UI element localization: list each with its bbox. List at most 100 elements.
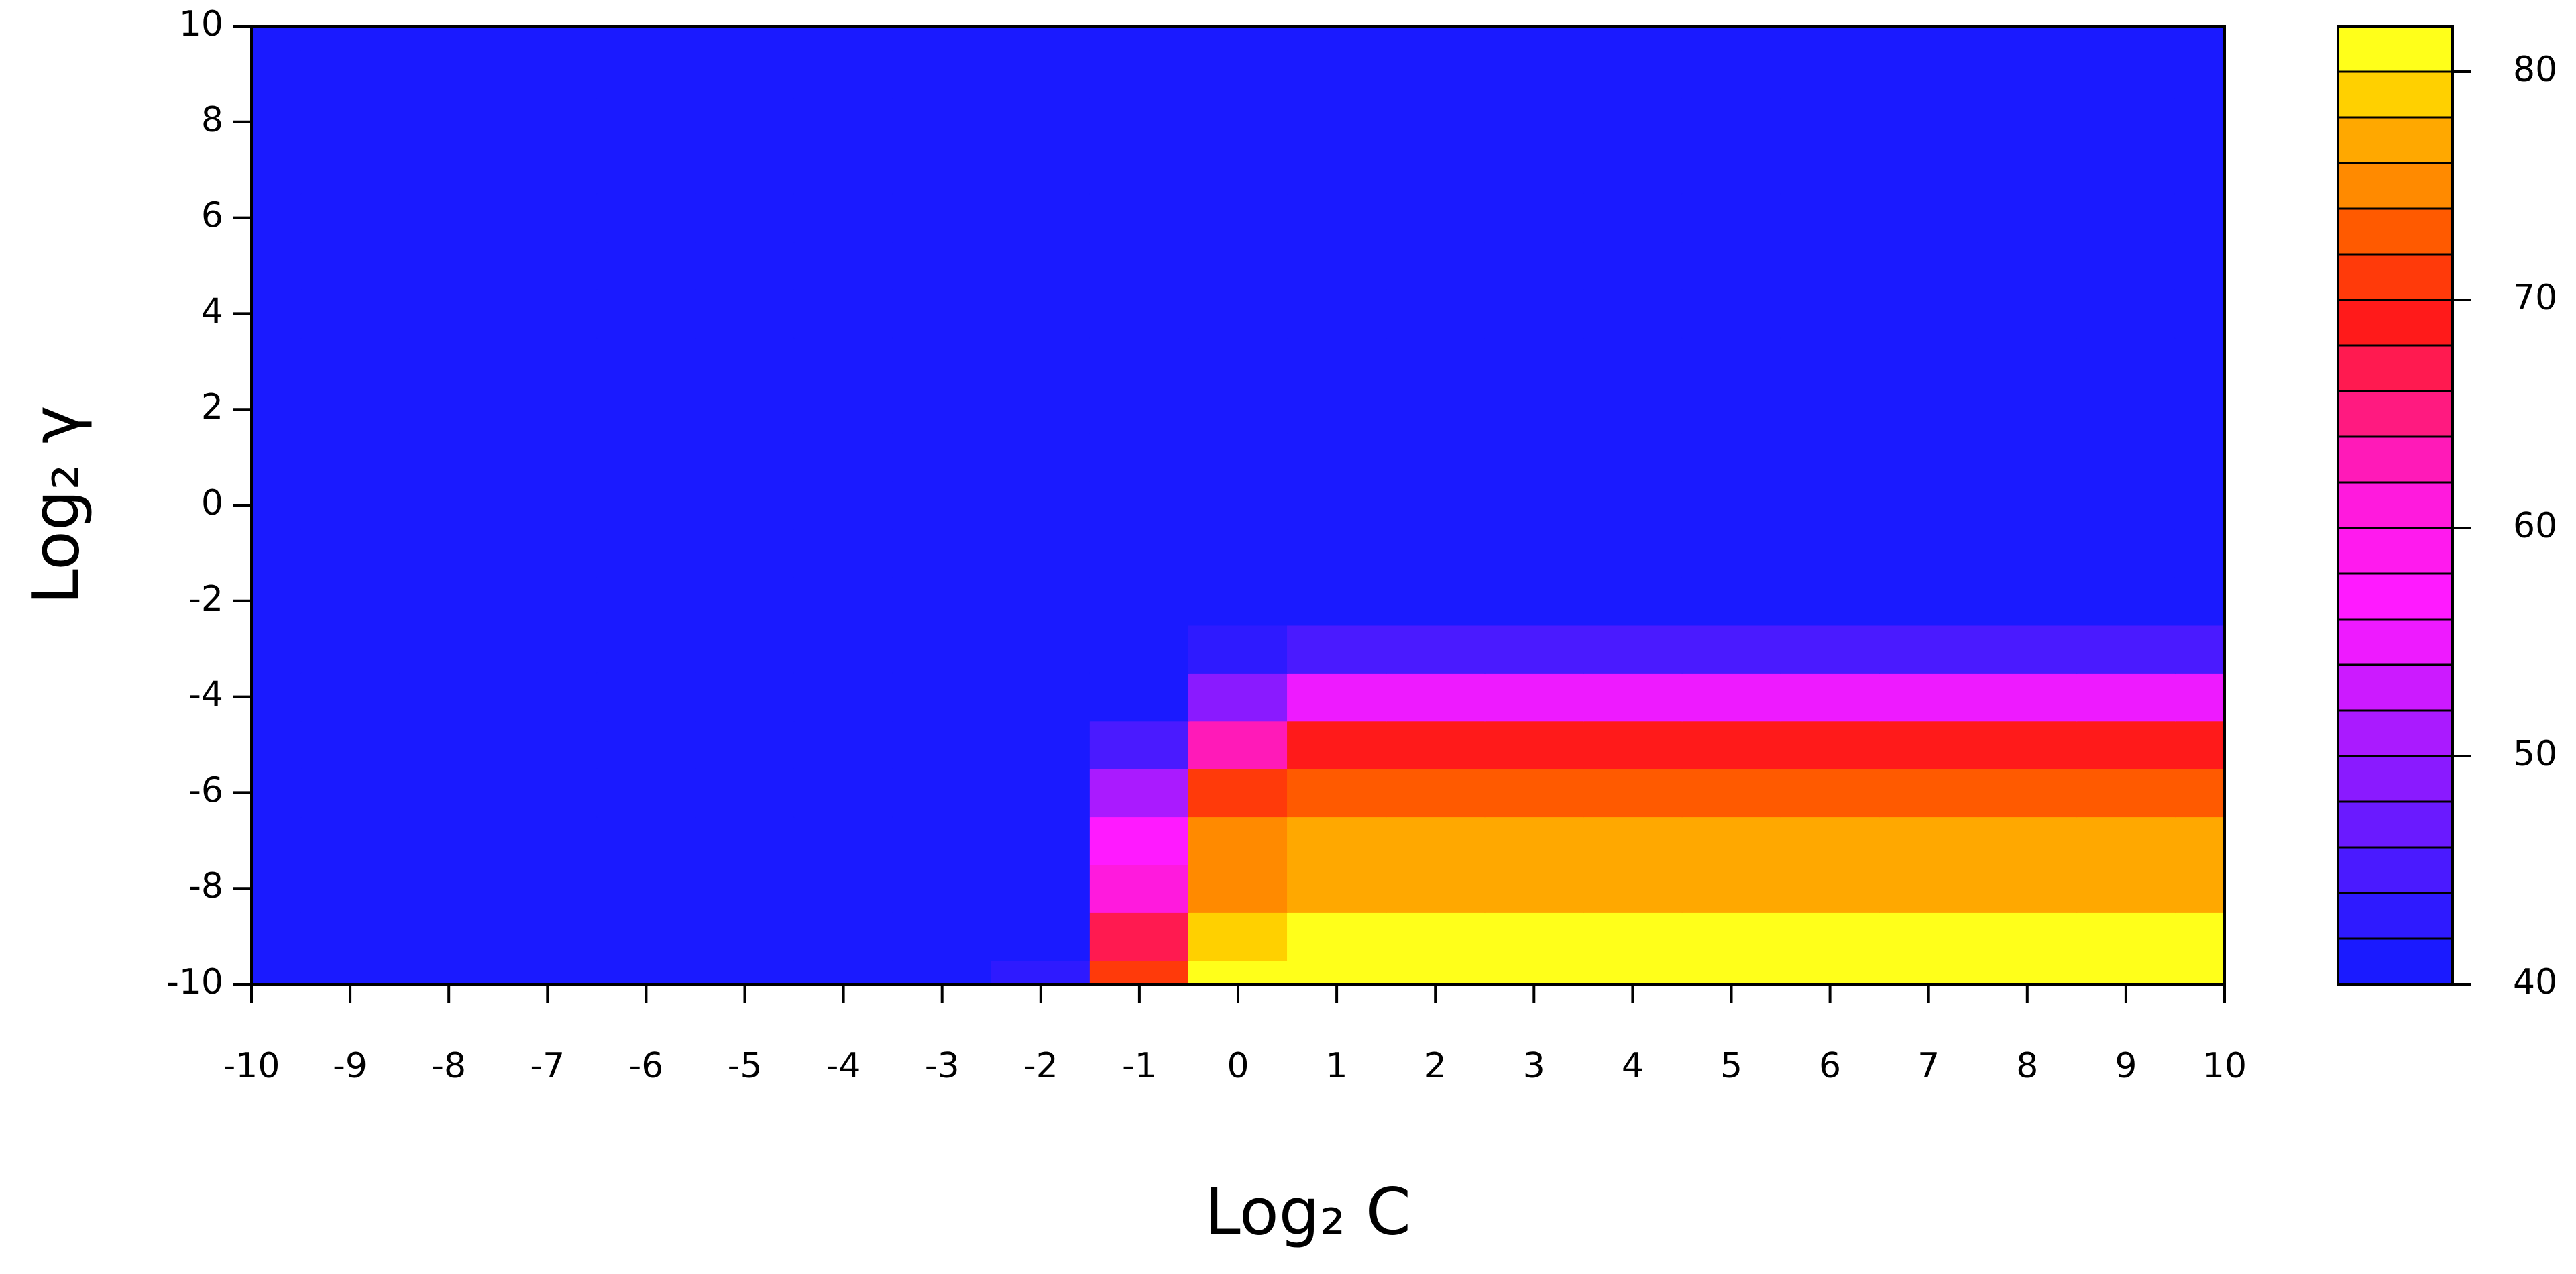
contour-cell <box>991 625 1091 674</box>
contour-cell <box>1386 433 1486 482</box>
colorbar-tick-label: 50 <box>2513 734 2557 774</box>
contour-cell <box>300 576 400 626</box>
contour-cell <box>793 146 894 195</box>
contour-cell <box>498 337 598 386</box>
contour-cell <box>695 433 795 482</box>
contour-cell <box>300 768 400 818</box>
contour-cell <box>1879 337 1979 386</box>
contour-cell <box>1188 672 1288 722</box>
contour-cell <box>2076 433 2176 482</box>
contour-cell <box>596 672 696 722</box>
contour-cell <box>498 433 598 482</box>
contour-cell <box>1386 912 1486 961</box>
contour-cell <box>1188 26 1288 51</box>
contour-cell <box>695 146 795 195</box>
x-tick-label: -8 <box>431 1046 466 1086</box>
contour-cell <box>1188 97 1288 147</box>
contour-cell <box>892 912 993 961</box>
contour-cell <box>2076 672 2176 722</box>
contour-cell <box>793 720 894 769</box>
contour-cell <box>695 959 795 984</box>
contour-cell <box>300 337 400 386</box>
y-tick-label: -10 <box>166 962 223 1002</box>
contour-cell <box>991 26 1091 51</box>
contour-cell <box>2174 864 2225 913</box>
contour-cell <box>2076 912 2176 961</box>
contour-cell <box>1188 289 1288 339</box>
colorbar-band <box>2337 162 2454 210</box>
contour-cell <box>1583 26 1683 51</box>
contour-cell <box>2174 433 2225 482</box>
contour-cell <box>892 433 993 482</box>
contour-cell <box>695 480 795 530</box>
contour-cell <box>1089 480 1190 530</box>
contour-cell <box>1484 720 1584 769</box>
contour-cell <box>2174 97 2225 147</box>
contour-cell <box>399 625 499 674</box>
contour-cell <box>1386 241 1486 290</box>
contour-cell <box>1583 672 1683 722</box>
contour-cell <box>1484 26 1584 51</box>
contour-cell <box>1287 241 1387 290</box>
colorbar-tick-label: 70 <box>2513 278 2557 318</box>
contour-cell <box>300 146 400 195</box>
contour-cell <box>498 864 598 913</box>
contour-cell <box>1780 529 1881 578</box>
contour-cell <box>1287 768 1387 818</box>
contour-cell <box>892 625 993 674</box>
contour-cell <box>2076 146 2176 195</box>
contour-cell <box>2076 385 2176 434</box>
contour-cell <box>1386 529 1486 578</box>
contour-cell <box>596 433 696 482</box>
contour-cell <box>596 146 696 195</box>
contour-cell <box>1780 433 1881 482</box>
contour-cell <box>1879 433 1979 482</box>
contour-cell <box>1287 50 1387 99</box>
contour-cell <box>1188 480 1288 530</box>
contour-cell <box>2174 385 2225 434</box>
contour-cell <box>1188 146 1288 195</box>
contour-cell <box>1484 816 1584 865</box>
contour-cell <box>1188 241 1288 290</box>
contour-cell <box>1484 672 1584 722</box>
contour-cell <box>1977 768 2078 818</box>
contour-cell <box>1780 576 1881 626</box>
contour-cell <box>1681 480 1782 530</box>
contour-cell <box>1386 193 1486 243</box>
colorbar-band <box>2337 253 2454 301</box>
contour-cell <box>793 625 894 674</box>
contour-cell <box>2076 26 2176 51</box>
contour-cell <box>1879 816 1979 865</box>
y-tick-label: 6 <box>201 196 223 236</box>
x-tick-label: 9 <box>2115 1046 2137 1086</box>
contour-cell <box>399 50 499 99</box>
colorbar-band <box>2337 709 2454 757</box>
contour-cell <box>1681 97 1782 147</box>
contour-cell <box>2076 529 2176 578</box>
contour-cell <box>1089 529 1190 578</box>
contour-cell <box>793 672 894 722</box>
contour-cell <box>1681 672 1782 722</box>
contour-cell <box>793 97 894 147</box>
contour-cell <box>300 959 400 984</box>
contour-cell <box>399 26 499 51</box>
contour-cell <box>1583 816 1683 865</box>
contour-cell <box>1287 337 1387 386</box>
contour-cell <box>2076 816 2176 865</box>
contour-cell <box>1287 864 1387 913</box>
contour-cell <box>695 26 795 51</box>
contour-cell <box>2076 193 2176 243</box>
contour-cell <box>1089 912 1190 961</box>
colorbar-frame <box>2337 25 2454 986</box>
contour-cell <box>498 50 598 99</box>
contour-cell <box>498 26 598 51</box>
colorbar-band <box>2337 70 2454 119</box>
contour-cell <box>1484 912 1584 961</box>
contour-cell <box>1977 289 2078 339</box>
contour-cell <box>1681 625 1782 674</box>
contour-cell <box>399 768 499 818</box>
contour-cell <box>1879 97 1979 147</box>
contour-cell <box>1583 289 1683 339</box>
x-tick-label: 0 <box>1227 1046 1249 1086</box>
contour-cell <box>1089 576 1190 626</box>
